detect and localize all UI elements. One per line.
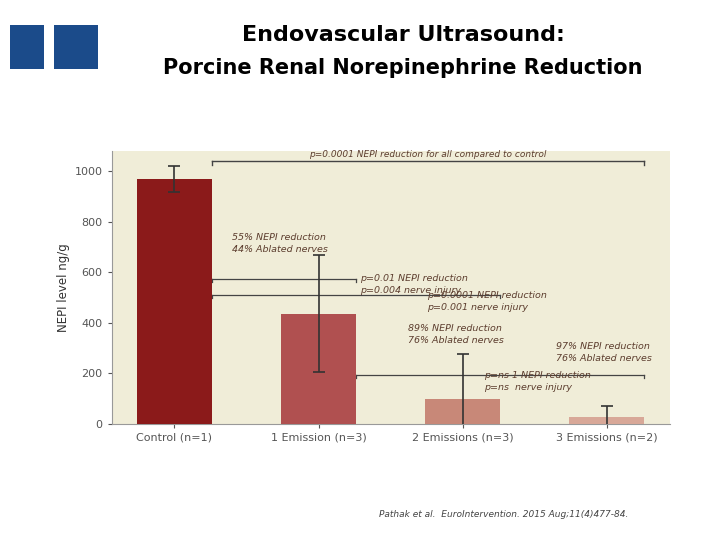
Text: Endovascular Ultrasound:: Endovascular Ultrasound: xyxy=(242,25,564,45)
Text: 97% NEPI reduction
76% Ablated nerves: 97% NEPI reduction 76% Ablated nerves xyxy=(557,342,652,363)
Text: 89% NEPI reduction
76% Ablated nerves: 89% NEPI reduction 76% Ablated nerves xyxy=(408,324,504,345)
Text: Porcine Renal Norepinephrine Reduction: Porcine Renal Norepinephrine Reduction xyxy=(163,57,643,78)
Bar xyxy=(281,314,356,424)
Bar xyxy=(137,179,212,424)
Y-axis label: NEPI level ng/g: NEPI level ng/g xyxy=(58,243,71,332)
Text: 55% NEPI reduction
44% Ablated nerves: 55% NEPI reduction 44% Ablated nerves xyxy=(232,233,328,254)
Text: p=0.01 NEPI reduction
p=0.004 nerve injury: p=0.01 NEPI reduction p=0.004 nerve inju… xyxy=(360,274,468,295)
Text: p=ns 1 NEPI reduction
p=ns  nerve injury: p=ns 1 NEPI reduction p=ns nerve injury xyxy=(485,371,591,392)
Text: Pathak et al.  EuroIntervention. 2015 Aug;11(4)477-84.: Pathak et al. EuroIntervention. 2015 Aug… xyxy=(379,510,629,518)
Bar xyxy=(10,25,44,69)
Bar xyxy=(570,417,644,424)
Text: Significant Reduction in Kidney Norepinephrine Levels at 7 days: Significant Reduction in Kidney Norepine… xyxy=(94,443,626,458)
Text: p=0.0001 NEPI reduction
p=0.001 nerve injury: p=0.0001 NEPI reduction p=0.001 nerve in… xyxy=(427,291,546,312)
Text: with 2-3 Ultrasound Ablations in the Main Renal Artery: with 2-3 Ultrasound Ablations in the Mai… xyxy=(132,465,588,481)
Bar xyxy=(426,399,500,424)
Bar xyxy=(54,25,98,69)
Text: p=0.0001 NEPI reduction for all compared to control: p=0.0001 NEPI reduction for all compared… xyxy=(310,150,546,159)
